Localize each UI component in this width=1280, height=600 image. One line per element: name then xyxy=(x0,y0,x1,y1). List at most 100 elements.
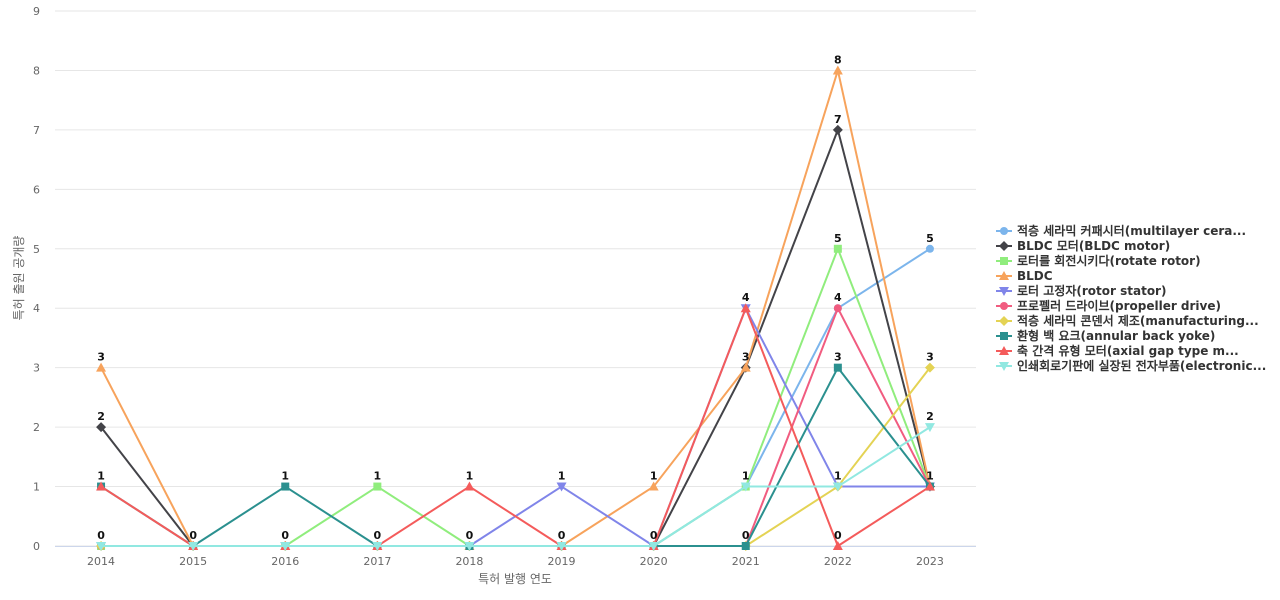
data-label: 7 xyxy=(834,113,842,126)
data-point xyxy=(648,481,659,491)
legend-item[interactable]: 축 간격 유형 모터(axial gap type m... xyxy=(996,343,1239,358)
legend-label: 적층 세라믹 콘덴서 제조(manufacturing... xyxy=(1017,313,1259,328)
legend-item[interactable]: 프로펠러 드라이브(propeller drive) xyxy=(996,298,1221,313)
legend-label: BLDC 모터(BLDC motor) xyxy=(1017,238,1170,253)
legend-label: 적층 세라믹 커패시터(multilayer cera... xyxy=(1017,223,1246,238)
data-label: 1 xyxy=(558,470,566,483)
series-line xyxy=(101,247,931,547)
data-label: 8 xyxy=(834,53,842,66)
data-point xyxy=(648,542,659,551)
data-point xyxy=(373,482,382,491)
data-label: 1 xyxy=(281,470,289,483)
data-point xyxy=(96,481,107,491)
legend-item[interactable]: BLDC 모터(BLDC motor) xyxy=(996,238,1170,253)
y-tick-label: 5 xyxy=(33,243,40,256)
series-line xyxy=(101,367,931,547)
data-point xyxy=(832,541,843,550)
data-point xyxy=(924,423,935,433)
y-tick-label: 6 xyxy=(33,183,40,196)
series-2 xyxy=(97,244,934,550)
x-axis-ticks: 2014 2015 2016 2017 2018 2019 2020 2021 2022 2023 xyxy=(87,555,944,568)
data-point xyxy=(833,304,842,313)
data-label: 0 xyxy=(558,529,566,542)
data-label: 3 xyxy=(742,351,750,364)
data-point xyxy=(924,362,935,373)
legend-item[interactable]: 인쇄회로기판에 실장된 전자부품(electronic... xyxy=(996,358,1266,373)
legend-item[interactable]: 환형 백 요크(annular back yoke) xyxy=(996,328,1215,343)
data-label: 0 xyxy=(281,529,289,542)
y-axis-ticks: 0 1 2 3 4 5 6 7 8 9 xyxy=(33,5,40,553)
data-point xyxy=(464,481,475,491)
data-point xyxy=(556,482,567,492)
legend-marker xyxy=(999,241,1009,251)
legend-item[interactable]: 적층 세라믹 커패시터(multilayer cera... xyxy=(996,223,1246,238)
data-label: 0 xyxy=(189,529,197,542)
data-label: 0 xyxy=(742,529,750,542)
data-label: 4 xyxy=(742,291,750,304)
data-label: 0 xyxy=(834,529,842,542)
series-0 xyxy=(97,244,934,550)
legend-item[interactable]: 적층 세라믹 콘덴서 제조(manufacturing... xyxy=(996,313,1259,328)
data-label: 1 xyxy=(466,470,474,483)
x-tick-label: 2017 xyxy=(363,555,391,568)
legend-label: 환형 백 요크(annular back yoke) xyxy=(1017,328,1215,343)
data-point xyxy=(96,362,107,372)
legend-label: 로터를 회전시키다(rotate rotor) xyxy=(1017,253,1201,268)
data-label: 4 xyxy=(834,291,842,304)
data-point xyxy=(925,244,934,253)
legend-label: 인쇄회로기판에 실장된 전자부품(electronic... xyxy=(1017,358,1266,373)
legend-item[interactable]: 로터를 회전시키다(rotate rotor) xyxy=(996,253,1201,268)
x-tick-label: 2023 xyxy=(916,555,944,568)
data-label: 2 xyxy=(97,410,105,423)
legend-item[interactable]: BLDC xyxy=(996,269,1053,283)
legend-marker xyxy=(999,362,1009,371)
legend: 적층 세라믹 커패시터(multilayer cera...BLDC 모터(BL… xyxy=(996,223,1266,373)
y-axis-title: 특허 출원 공개량 xyxy=(12,236,26,321)
data-point xyxy=(833,244,842,253)
x-tick-label: 2015 xyxy=(179,555,207,568)
legend-marker xyxy=(1000,257,1008,265)
grid-lines xyxy=(55,10,976,547)
data-point xyxy=(281,482,290,491)
data-label: 5 xyxy=(926,232,934,245)
data-point xyxy=(740,482,751,492)
data-point xyxy=(832,124,843,135)
legend-label: BLDC xyxy=(1017,269,1053,283)
legend-label: 로터 고정자(rotor stator) xyxy=(1017,283,1166,298)
legend-marker xyxy=(999,271,1009,280)
series-line xyxy=(101,426,931,547)
data-label: 1 xyxy=(926,470,934,483)
data-label: 0 xyxy=(97,529,105,542)
data-label: 0 xyxy=(374,529,382,542)
y-tick-label: 3 xyxy=(33,362,40,375)
legend-label: 축 간격 유형 모터(axial gap type m... xyxy=(1017,343,1239,358)
y-tick-label: 2 xyxy=(33,421,40,434)
data-point xyxy=(188,542,199,551)
y-tick-label: 4 xyxy=(33,302,40,315)
x-axis-title: 특허 발행 연도 xyxy=(478,571,552,586)
y-tick-label: 1 xyxy=(33,481,40,494)
series-6 xyxy=(96,362,935,551)
series-9 xyxy=(96,423,935,551)
legend-marker xyxy=(1000,302,1008,310)
data-point xyxy=(740,303,751,313)
data-point xyxy=(741,542,750,550)
legend-marker xyxy=(999,316,1009,326)
legend-label: 프로펠러 드라이브(propeller drive) xyxy=(1017,298,1221,313)
y-tick-label: 9 xyxy=(33,5,40,18)
x-tick-label: 2022 xyxy=(824,555,852,568)
data-label: 3 xyxy=(97,351,105,364)
data-point xyxy=(832,482,843,492)
data-label: 0 xyxy=(650,529,658,542)
y-tick-label: 0 xyxy=(33,540,40,553)
data-label: 2 xyxy=(926,410,934,423)
x-tick-label: 2016 xyxy=(271,555,299,568)
data-point xyxy=(280,542,291,551)
data-point xyxy=(740,362,751,372)
data-label: 3 xyxy=(926,351,934,364)
legend-item[interactable]: 로터 고정자(rotor stator) xyxy=(996,283,1166,298)
data-point xyxy=(833,363,842,372)
series-line xyxy=(100,366,931,547)
legend-marker xyxy=(999,287,1009,296)
